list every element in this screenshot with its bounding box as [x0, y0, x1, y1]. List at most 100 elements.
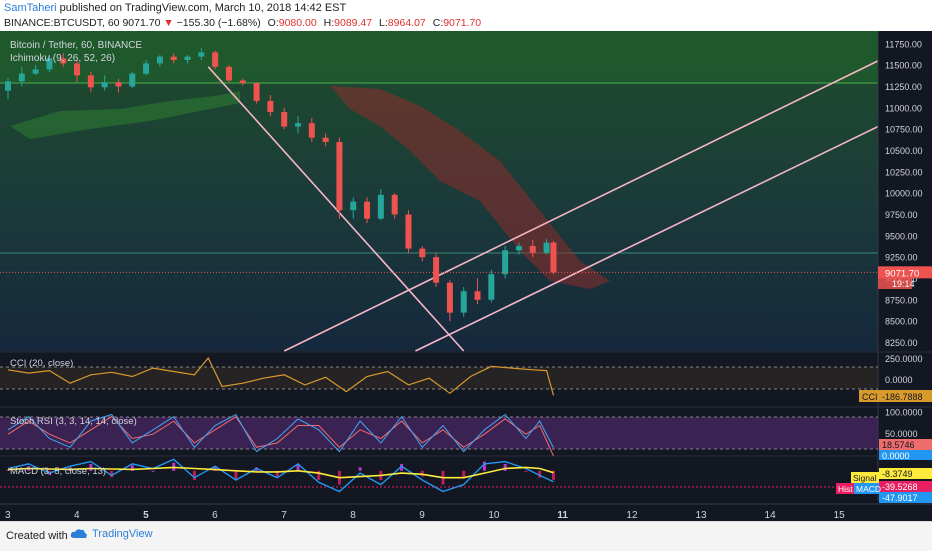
candle-body	[267, 100, 274, 113]
cci-tick-label: 250.0000	[885, 354, 923, 364]
stoch-d-value: 0.0000	[882, 451, 910, 461]
publish-line: SamTaheri published on TradingView.com, …	[4, 2, 346, 14]
macd-badge	[854, 483, 879, 494]
candle-body	[18, 73, 25, 82]
candle-body	[433, 257, 440, 283]
candle-body	[143, 63, 150, 74]
open-value: 9080.00	[278, 17, 317, 29]
chart-svg[interactable]: Bitcoin / Tether, 60, BINANCE Ichimoku (…	[0, 31, 932, 521]
last-price-badge-text: 9071.70	[885, 268, 919, 279]
price-tick-label: 9750.00	[885, 210, 918, 220]
cci-pane[interactable]: CCI (20, close) CCI -186.7888	[0, 356, 932, 402]
signal-badge	[851, 472, 879, 483]
stoch-k-badge	[879, 439, 932, 450]
candle-body	[129, 73, 136, 87]
ichimoku-cloud-green	[10, 91, 240, 139]
time-tick-label: 14	[765, 510, 777, 521]
stoch-rsi-pane[interactable]: Stoch RSI (3, 3, 14, 14, close) 18.5746 …	[0, 413, 932, 462]
low-value: 8964.07	[387, 17, 426, 29]
time-tick-label: 10	[488, 510, 500, 521]
price-title: Bitcoin / Tether, 60, BINANCE	[10, 40, 142, 51]
candle-body	[336, 141, 343, 211]
macd-histogram-bar	[151, 470, 155, 472]
stoch-tick-label: 100.0000	[885, 407, 923, 417]
close-label: C:	[432, 17, 444, 29]
candle-body	[87, 75, 94, 88]
macd-value-badge	[879, 492, 932, 503]
price-tick-label: 11500.00	[885, 61, 922, 71]
countdown-badge	[878, 277, 912, 289]
price-tick-label: 11250.00	[885, 82, 922, 92]
macd-title: MACD (3, 5, close, 13)	[10, 466, 106, 477]
cci-value-badge	[879, 390, 932, 402]
candle-body	[170, 56, 177, 61]
time-tick-label: 13	[695, 510, 707, 521]
candle-body	[308, 123, 315, 138]
time-tick-label: 4	[74, 510, 80, 521]
candle-body	[115, 82, 122, 87]
countdown-text: 19:14	[892, 279, 915, 289]
macd-histogram-bar	[524, 470, 528, 472]
cci-band	[0, 367, 878, 389]
candle-body	[32, 69, 39, 74]
price-change: −155.30 (−1.68%)	[176, 17, 261, 29]
macd-pane[interactable]: MACD (3, 5, close, 13) Signal -8.3749 Hi…	[0, 458, 932, 503]
time-tick-label: 12	[626, 510, 638, 521]
price-tick-label: 9500.00	[885, 231, 918, 241]
price-axis[interactable]: 11750.00 11500.00 11250.00 11000.00 10750.00…	[885, 39, 923, 439]
trendline[interactable]	[283, 60, 879, 352]
price-tick-label: 8500.00	[885, 317, 918, 327]
macd-histogram-bar	[89, 463, 93, 471]
price-pane-background	[0, 31, 878, 351]
stoch-k-value: 18.5746	[882, 440, 915, 450]
candle-body	[446, 282, 453, 313]
candle-body	[74, 63, 81, 76]
price-tick-label: 9250.00	[885, 253, 918, 263]
candle-body	[295, 123, 301, 127]
candle-body	[419, 248, 426, 258]
price-tick-label: 10000.00	[885, 189, 923, 199]
created-with-text: Created with	[6, 530, 68, 542]
symbol-name: BINANCE:BTCUSDT, 60	[4, 17, 120, 29]
candle-body	[405, 214, 412, 249]
chart-area[interactable]: Bitcoin / Tether, 60, BINANCE Ichimoku (…	[0, 31, 932, 521]
trendlines	[207, 60, 879, 352]
candles	[5, 48, 557, 322]
signal-value-badge	[879, 468, 932, 479]
cci-title: CCI (20, close)	[10, 358, 73, 369]
candle-body	[212, 52, 219, 67]
stoch-d-badge	[879, 450, 932, 460]
trendline[interactable]	[415, 125, 879, 352]
macd-histogram-bar	[6, 469, 10, 471]
high-label: H:	[323, 17, 335, 29]
time-tick-label: 15	[834, 510, 846, 521]
price-tick-label: 11000.00	[885, 103, 922, 113]
price-tick-label: 10250.00	[885, 167, 923, 177]
time-tick-label: 7	[281, 510, 287, 521]
candle-body	[239, 80, 246, 84]
candle-body	[5, 81, 11, 91]
candle-body	[488, 274, 495, 300]
cci-line	[7, 356, 555, 396]
macd-badge-label: MACD	[856, 484, 881, 494]
time-tick-label: 6	[212, 510, 218, 521]
stoch-tick-label: 50.0000	[885, 429, 918, 439]
tradingview-brand: TradingView	[92, 528, 153, 540]
price-pane[interactable]: Bitcoin / Tether, 60, BINANCE Ichimoku (…	[0, 31, 879, 352]
time-axis[interactable]: 3 4 5 6 7 8 9 10 11 12 13 14 15	[5, 510, 845, 521]
candle-body	[460, 291, 467, 313]
ichimoku-cloud-red	[330, 86, 610, 289]
macd-histogram-bar	[234, 470, 238, 480]
macd-histogram-bar	[130, 465, 134, 471]
signal-badge-label: Signal	[853, 473, 877, 483]
tradingview-logo[interactable]: TradingView	[70, 528, 153, 540]
trendline[interactable]	[207, 66, 465, 352]
author-link[interactable]: SamTaheri	[4, 2, 57, 14]
candle-body	[46, 58, 53, 70]
candle-body	[253, 83, 260, 101]
hist-value: -39.5268	[882, 482, 918, 492]
symbol-line: BINANCE:BTCUSDT, 60 9071.70 ▼ −155.30 (−…	[4, 17, 481, 29]
down-arrow-icon: ▼	[163, 17, 174, 29]
cci-value: -186.7888	[882, 392, 923, 402]
signal-line	[7, 466, 554, 479]
